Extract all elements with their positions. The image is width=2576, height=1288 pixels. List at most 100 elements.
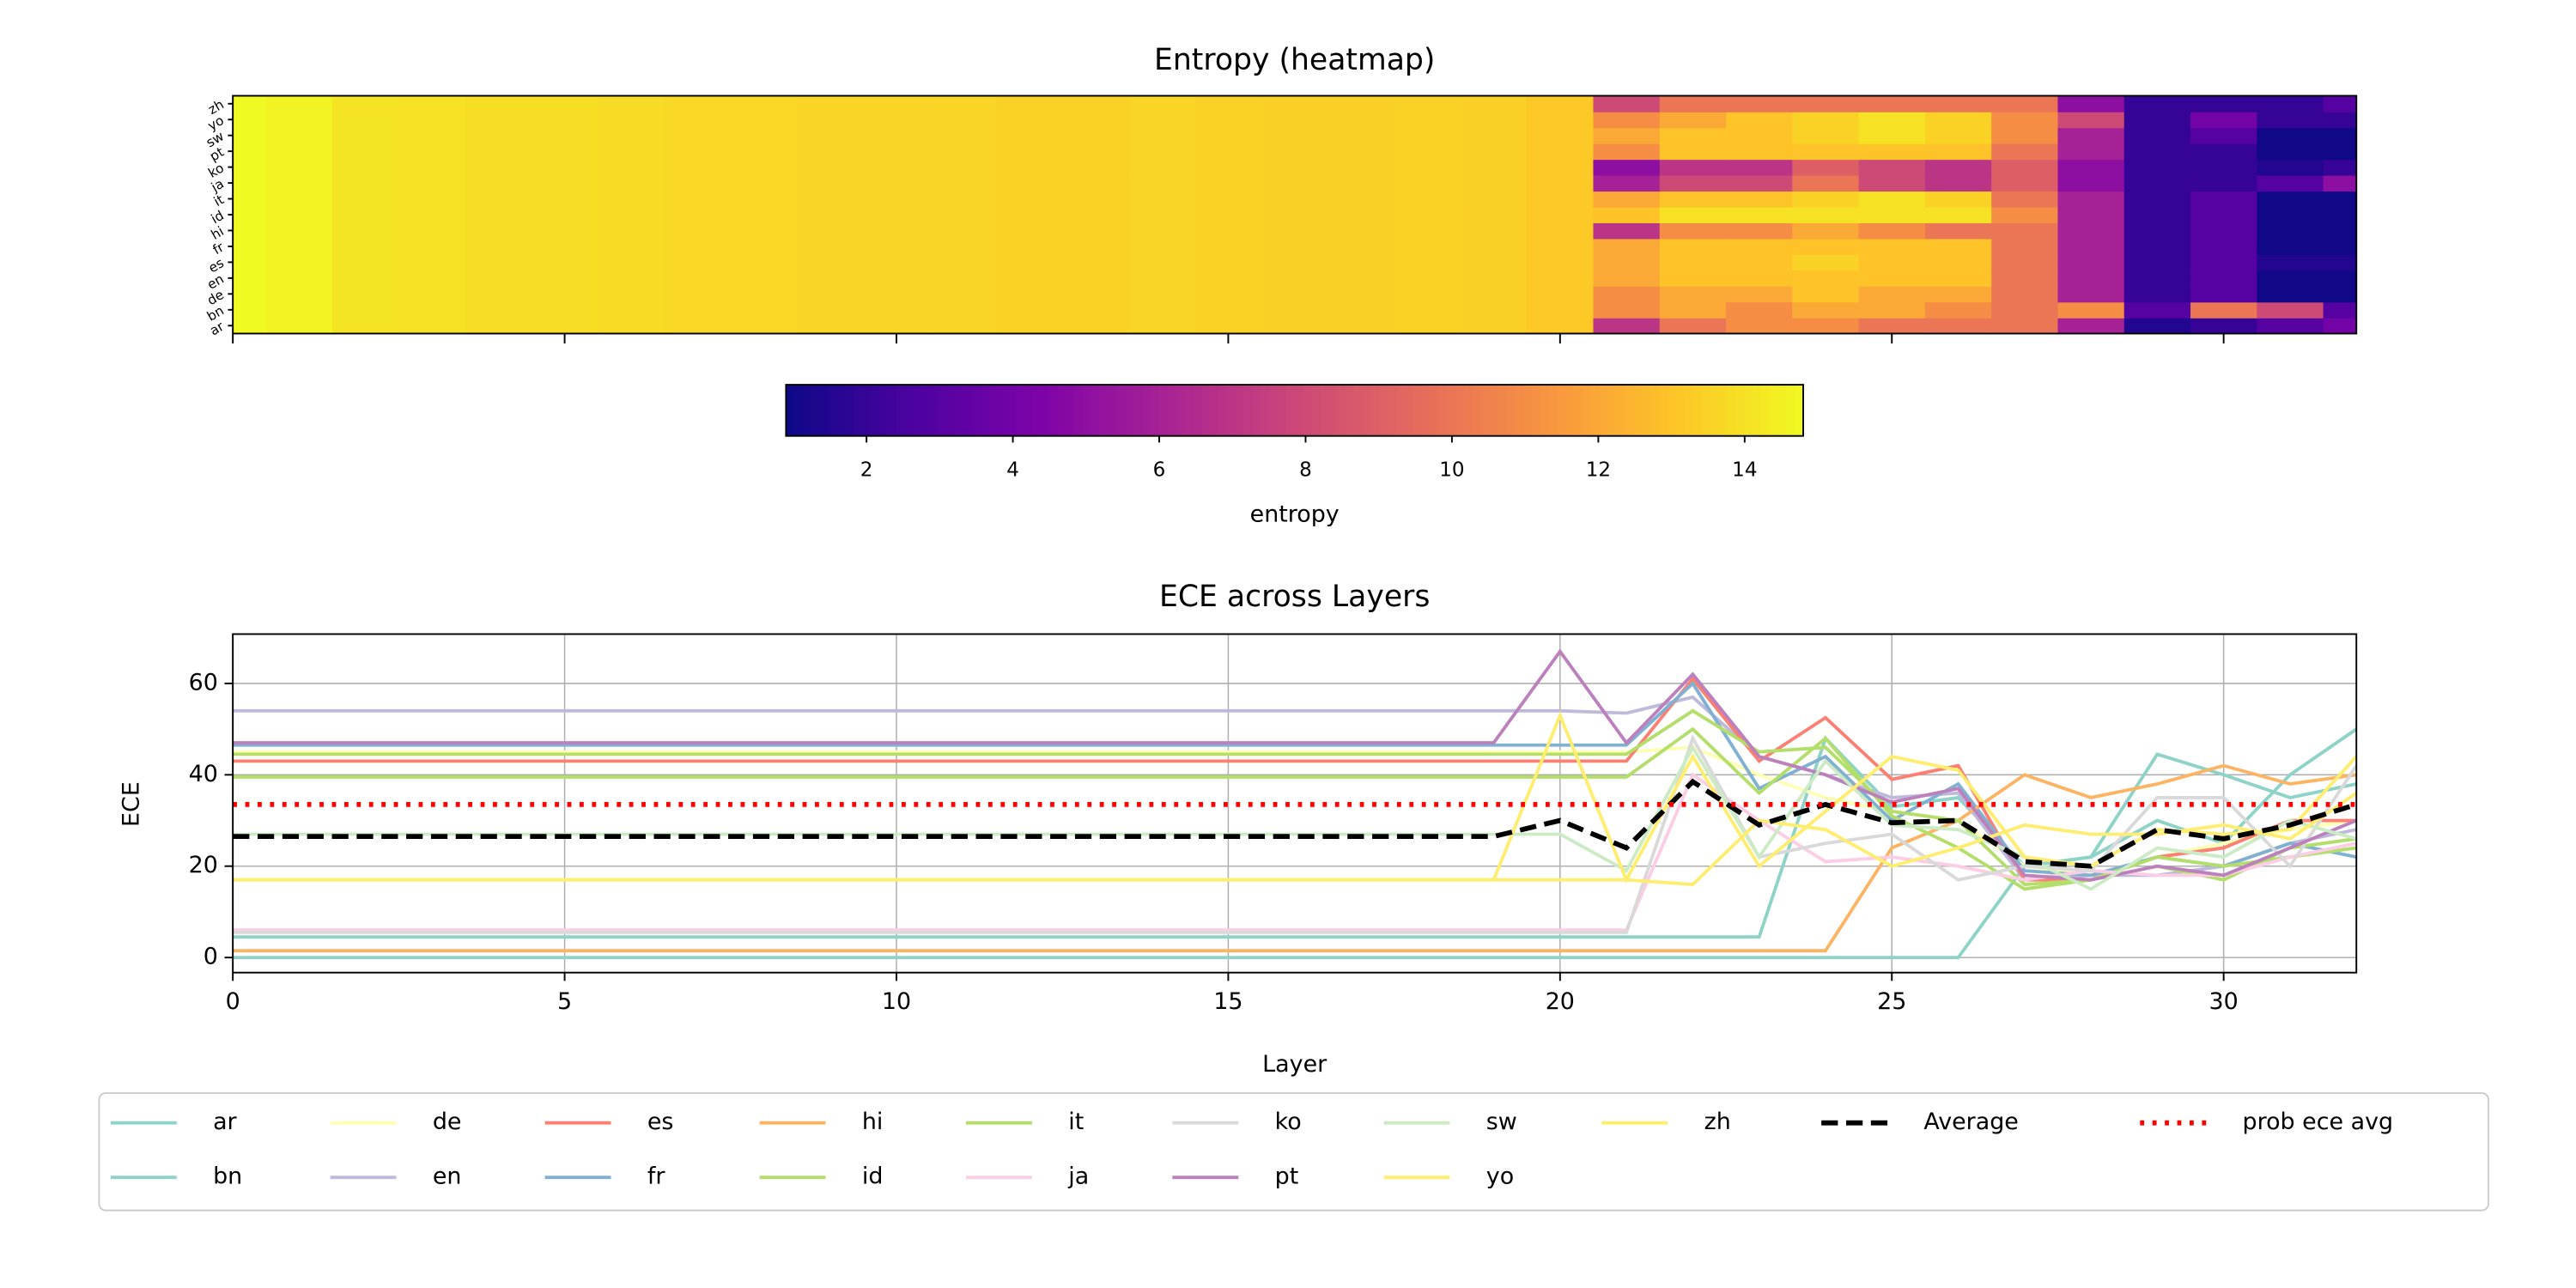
y-axis-label: ECE [118,781,144,827]
heatmap-cell [797,159,865,176]
heatmap-cell [1726,286,1794,303]
x-tick-label: 20 [1546,988,1575,1015]
series-line [233,695,2357,882]
y-tick-label: 0 [204,944,218,970]
heatmap-cell [1792,127,1860,144]
heatmap-cell [1460,95,1528,112]
colorbar-segment [1396,385,1406,436]
x-tick-label: 0 [226,988,240,1015]
heatmap-cell [995,222,1063,240]
heatmap-cell [531,222,598,240]
heatmap-cell [1858,95,1926,112]
heatmap-cell [2123,174,2191,192]
heatmap-cell [465,270,532,287]
heatmap-cell [2123,270,2191,287]
colorbar-segment [836,385,847,436]
heatmap-cell [1128,286,1196,303]
series-line [233,648,2357,882]
heatmap-cell [1593,206,1661,223]
heatmap-cell [598,238,665,255]
heatmap-cell [1527,301,1595,319]
heatmap-cell [1991,254,2059,271]
heatmap-cell [863,127,931,144]
heatmap-cell [995,191,1063,208]
heatmap-cell [1991,206,2059,223]
heatmap-cell [797,301,865,319]
heatmap-cell [1394,127,1461,144]
heatmap-cell [863,159,931,176]
heatmap-cell [995,238,1063,255]
legend-label: pt [1275,1163,1299,1190]
heatmap-cell [1194,95,1262,112]
heatmap-cell [1194,238,1262,255]
colorbar-segment [1735,385,1745,436]
heatmap-cell [1924,112,1992,129]
heatmap-cell [1726,270,1794,287]
heatmap-cell [730,143,798,161]
colorbar-segment [1565,385,1576,436]
heatmap-cell [1261,238,1329,255]
heatmap-cell [995,127,1063,144]
heatmap-cell [2323,254,2357,271]
heatmap-cell [398,95,466,112]
heatmap-cell [531,301,598,319]
heatmap-cell [1261,286,1329,303]
heatmap-cell [1991,318,2059,335]
colorbar-segment [1353,385,1364,436]
heatmap-cell [265,301,333,319]
legend-box [98,1092,2490,1212]
heatmap-cell [797,238,865,255]
legend-label: it [1068,1109,1084,1135]
heatmap-cell [398,127,466,144]
heatmap-cell [2323,270,2357,287]
heatmap-cell [1194,270,1262,287]
heatmap-cell [1394,206,1461,223]
heatmap-cell [1726,174,1794,192]
heatmap-cell [995,270,1063,287]
heatmap-cell [929,286,997,303]
heatmap-cell [1726,143,1794,161]
heatmap-cell [1792,143,1860,161]
heatmap-cell [1991,159,2059,176]
heatmap-cell [2323,127,2357,144]
heatmap-cell [1726,301,1794,319]
heatmap-cell [1659,143,1727,161]
heatmap-cell [1593,143,1661,161]
colorbar-segment [1362,385,1372,436]
heatmap-cell [1128,191,1196,208]
colorbar-segment [1506,385,1516,436]
colorbar-tick-label: 14 [1732,459,1757,482]
heatmap-cell [995,301,1063,319]
heatmap-cell [863,95,931,112]
heatmap-cell [1062,222,1130,240]
heatmap-cell [1991,222,2059,240]
heatmap-cell [1659,127,1727,144]
heatmap-cell [1194,174,1262,192]
heatmap-cell [1527,95,1595,112]
heatmap-cell [730,159,798,176]
heatmap-cell [531,143,598,161]
colorbar-segment [1066,385,1075,436]
heatmap-cell [1327,238,1395,255]
heatmap-cell [664,301,732,319]
heatmap-cell [2057,318,2125,335]
heatmap-cell [2123,112,2191,129]
heatmap-cell [265,222,333,240]
colorbar-segment [794,385,805,436]
heatmap-cell [1792,174,1860,192]
heatmap-cell [2057,222,2125,240]
heatmap-cell [332,254,400,271]
heatmap-cell [1327,318,1395,335]
heatmap-cell [2190,238,2258,255]
heatmap-cell [531,206,598,223]
heatmap-cell [730,174,798,192]
colorbar-segment [1133,385,1143,436]
colorbar-segment [1048,385,1059,436]
heatmap-cell [1194,112,1262,129]
heatmap-cell [1991,301,2059,319]
colorbar-segment [1540,385,1550,436]
colorbar-segment [1252,385,1262,436]
heatmap-cell [2123,238,2191,255]
heatmap-cell [332,222,400,240]
heatmap-cell [1858,112,1926,129]
